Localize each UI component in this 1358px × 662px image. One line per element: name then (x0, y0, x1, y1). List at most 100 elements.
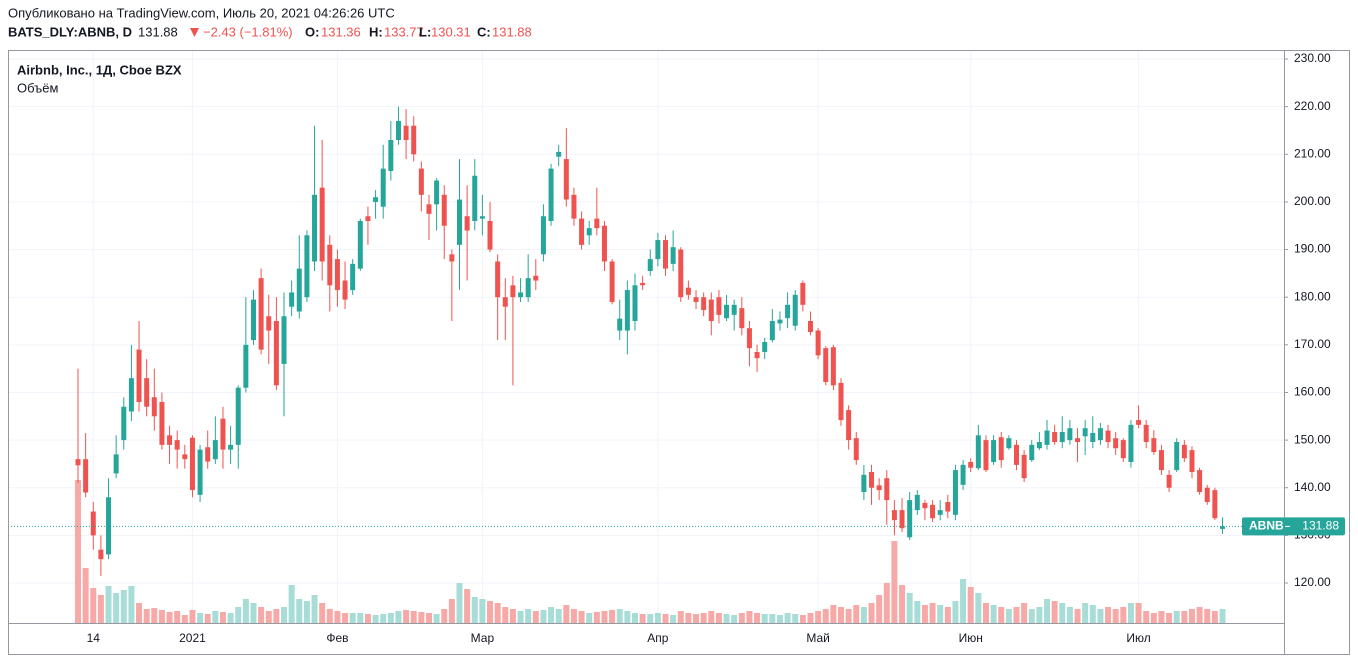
volume-bar (609, 610, 616, 623)
candle-body (1113, 438, 1119, 449)
volume-bar (334, 611, 341, 623)
open-value: 131.36 (321, 24, 361, 39)
volume-bar (1211, 611, 1218, 623)
candle-body (937, 510, 943, 515)
volume-bar (677, 611, 684, 623)
candle-body (952, 470, 958, 515)
candle-body (579, 218, 585, 245)
candle-body (792, 294, 798, 326)
volume-bar (349, 613, 356, 623)
candle-body (189, 437, 195, 491)
volume-bar (1097, 609, 1104, 623)
candle-body (449, 254, 455, 262)
candle-body (617, 318, 623, 331)
volume-bar (548, 607, 555, 623)
candle-body (739, 308, 745, 329)
close-label: C: (477, 24, 491, 39)
volume-bar (265, 611, 272, 623)
candle-body (273, 321, 279, 386)
volume-bar (128, 586, 135, 623)
candle-body (785, 304, 791, 319)
volume-bar (578, 611, 585, 623)
frame (8, 50, 1350, 655)
volume-bar (441, 609, 448, 623)
volume-bar (929, 603, 936, 623)
volume-bar (219, 612, 226, 623)
volume-bar (494, 603, 501, 623)
volume-bar (143, 609, 150, 623)
x-tick-label: Май (806, 631, 830, 645)
candle-body (663, 240, 669, 269)
candle-body (472, 175, 478, 221)
candle-body (983, 440, 989, 471)
candle-body (640, 282, 646, 286)
candle-body (1212, 490, 1218, 519)
candle-body (205, 447, 211, 462)
candle-body (769, 321, 775, 341)
candle-body (724, 304, 730, 319)
volume-bar (403, 610, 410, 623)
candle-body (1204, 487, 1210, 503)
volume-bar (1181, 611, 1188, 623)
volume-bar (433, 614, 440, 623)
y-tick-label: 120.00 (1294, 575, 1331, 589)
volume-bar (914, 601, 921, 623)
candle-body (1029, 444, 1035, 461)
candle-body (365, 216, 371, 221)
candle-body (800, 282, 806, 305)
candle-body (899, 510, 905, 529)
volume-bar (769, 614, 776, 623)
volume-bar (242, 599, 249, 623)
volume-bar (967, 587, 974, 623)
candle-body (693, 297, 699, 302)
candle-body (495, 261, 501, 298)
candle-body (1181, 444, 1187, 459)
candle-body (289, 292, 295, 307)
candle-body (876, 485, 882, 491)
candle-body (968, 462, 974, 468)
volume-bar (891, 541, 898, 623)
price-tag-name: ABNB (1249, 519, 1284, 533)
volume-bar (151, 608, 158, 623)
candle-body (403, 125, 409, 141)
candle-body (304, 235, 310, 298)
candle-body (777, 319, 783, 324)
candle-body (807, 321, 813, 332)
volume-bar (1127, 603, 1134, 623)
volume-bar (975, 593, 982, 623)
candle-body (1143, 424, 1149, 443)
candle-body (960, 464, 966, 485)
volume-bar (662, 614, 669, 623)
y-tick-label: 210.00 (1294, 146, 1331, 160)
volume-bar (982, 603, 989, 623)
y-tick-label: 230.00 (1294, 51, 1331, 65)
candle-body (136, 349, 142, 402)
down-arrow (190, 28, 199, 37)
volume-bar (754, 613, 761, 623)
y-tick-label: 190.00 (1294, 242, 1331, 256)
candle-body (556, 151, 562, 157)
candle-body (998, 437, 1004, 461)
candle-body (75, 459, 81, 466)
candle-body (746, 328, 752, 349)
volume-bar (517, 611, 524, 623)
volume-bar (479, 599, 486, 623)
volume-bar (509, 609, 516, 623)
grid (8, 50, 1284, 623)
volume-bar (418, 612, 425, 623)
volume-bar (1082, 603, 1089, 623)
volume-bar (456, 583, 463, 623)
candle-body (624, 290, 630, 331)
candle-body (830, 347, 836, 386)
candle-body (1166, 474, 1172, 488)
y-tick-label: 200.00 (1294, 194, 1331, 208)
candle-body (945, 502, 951, 512)
volume-bar (1173, 611, 1180, 623)
candle-body (250, 299, 256, 341)
volume-bar (998, 607, 1005, 623)
x-tick-label: Июн (959, 631, 983, 645)
volume-bar (250, 603, 257, 623)
candle-body (174, 440, 180, 450)
candle-body (1128, 424, 1134, 463)
volume-legend: Объём (17, 80, 58, 95)
